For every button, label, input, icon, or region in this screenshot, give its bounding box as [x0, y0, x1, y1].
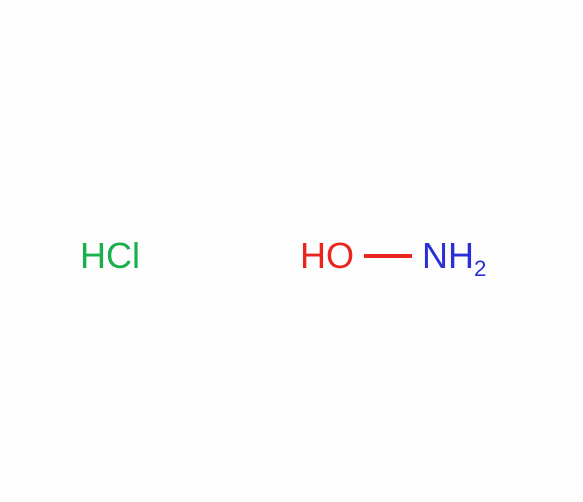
atom-O: O [326, 235, 354, 277]
atom-H: H [300, 235, 326, 277]
molecule-hcl: HCl [80, 235, 140, 277]
subscript: 2 [474, 256, 486, 281]
atom-Cl: Cl [106, 235, 140, 277]
chemical-diagram-canvas: HClHONH2 [0, 0, 583, 502]
atom-H: H [80, 235, 106, 277]
atom-N: N [422, 235, 448, 277]
atom-H: H2 [448, 235, 486, 277]
molecule-hydroxylamine: HO NH2 [300, 235, 486, 277]
single-bond [364, 254, 412, 258]
